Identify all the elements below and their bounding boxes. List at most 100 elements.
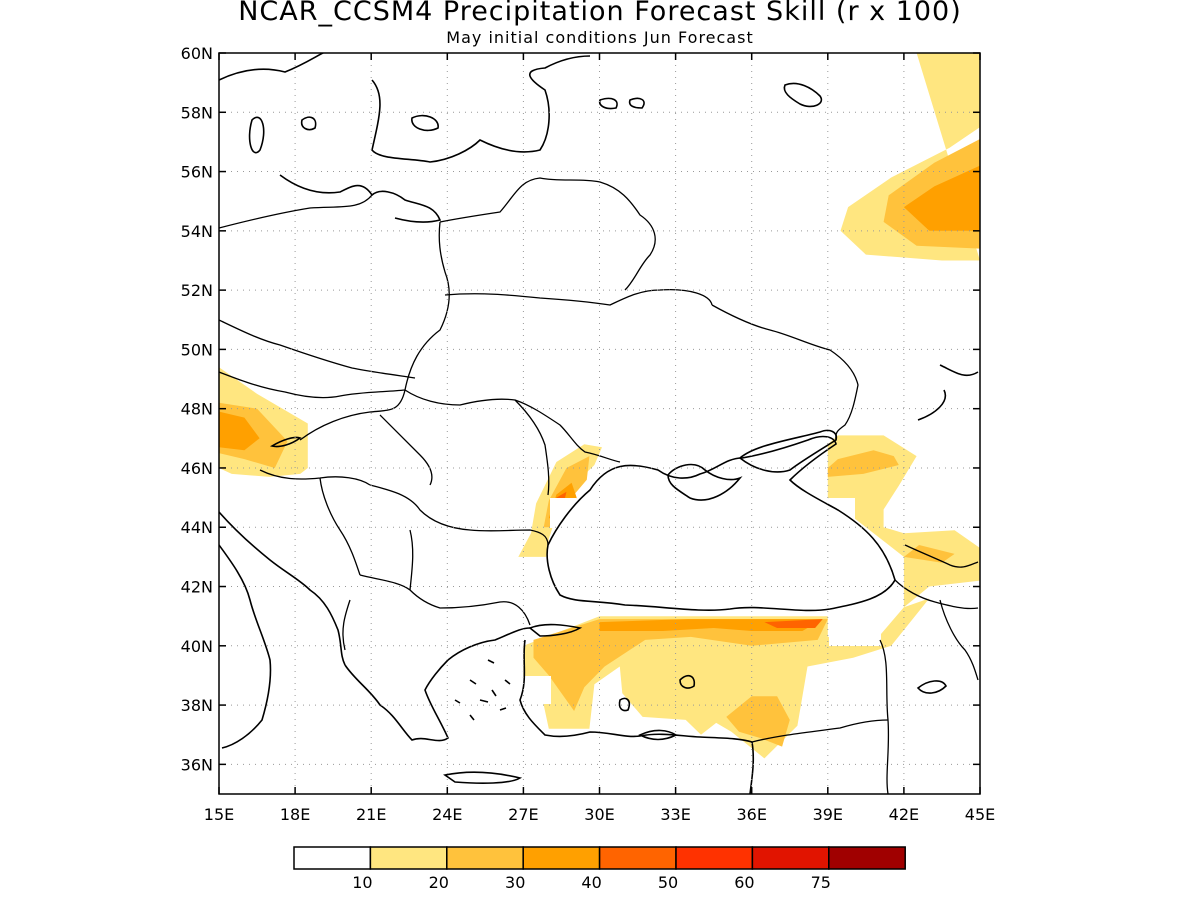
border-line — [439, 177, 656, 291]
colorbar-label: 50 — [658, 873, 678, 892]
greece-coastline — [344, 627, 531, 742]
colorbar-swatch — [751, 846, 830, 870]
aegean-islands — [454, 659, 511, 721]
italy-coastline — [219, 544, 272, 749]
border-line — [359, 574, 531, 626]
colorbar-label: 60 — [734, 873, 754, 892]
country-borders — [219, 177, 979, 794]
skill-shading-layer — [219, 53, 980, 759]
colorbar: 10 20 30 40 50 60 75 — [293, 846, 906, 892]
skill-region-georgia-caucasus — [827, 450, 899, 477]
border-line — [379, 414, 433, 486]
y-tick-label: 48N — [181, 400, 213, 419]
skill-region-turkey-north-west — [764, 619, 823, 628]
chart-title: NCAR_CCSM4 Precipitation Forecast Skill … — [238, 0, 962, 27]
y-tick-label: 46N — [181, 459, 213, 478]
border-line — [219, 319, 416, 379]
y-tick-label: 60N — [181, 44, 213, 63]
border-line — [299, 389, 406, 441]
x-tick-label: 24E — [432, 805, 462, 824]
lake-tuz-outline — [679, 674, 696, 689]
island-outline — [628, 97, 645, 109]
y-tick-label: 50N — [181, 340, 213, 359]
levant-coastline — [749, 741, 755, 794]
coastlines-and-borders — [219, 53, 979, 794]
lake-van-outline — [916, 680, 947, 694]
border-line — [879, 639, 890, 794]
border-line — [894, 579, 979, 610]
x-tick-label: 33E — [660, 805, 690, 824]
border-line — [219, 371, 406, 399]
x-tick-label: 21E — [356, 805, 386, 824]
crimea-coastline — [667, 463, 743, 501]
colorbar-swatch — [293, 846, 372, 870]
border-line — [404, 221, 450, 391]
lake-balaton-outline — [269, 436, 302, 448]
island-outline — [300, 116, 317, 131]
y-tick-label: 40N — [181, 637, 213, 656]
y-tick-label: 56N — [181, 163, 213, 182]
x-tick-label: 27E — [508, 805, 538, 824]
colorbar-swatch — [675, 846, 754, 870]
graticule — [219, 53, 980, 794]
colorbar-label: 40 — [581, 873, 601, 892]
black-sea-coastline — [546, 435, 896, 612]
colorbar-label: 30 — [505, 873, 525, 892]
baltic-coastline — [219, 53, 591, 223]
skill-region-georgia-caucasus — [903, 545, 955, 563]
lake-outline — [618, 697, 631, 712]
y-tick-label: 52N — [181, 281, 213, 300]
colorbar-swatch — [828, 846, 906, 870]
marmara-coastline — [528, 623, 583, 637]
colorbar-label: 20 — [429, 873, 449, 892]
x-tick-label: 42E — [889, 805, 919, 824]
axis-ticks: 15E 18E 21E 24E 27E 30E 33E 36E 39E 42E 45E 36N 38N 4… — [181, 44, 996, 824]
border-line — [219, 194, 373, 229]
lake-outline — [248, 116, 265, 154]
colorbar-label: 10 — [352, 873, 372, 892]
colorbar-swatch — [446, 846, 524, 870]
x-tick-label: 18E — [280, 805, 310, 824]
border-line — [444, 289, 713, 306]
chart-subtitle: May initial conditions Jun Forecast — [446, 28, 754, 47]
adriatic-coastline — [219, 511, 346, 666]
masked-cell — [829, 618, 881, 646]
y-tick-label: 58N — [181, 103, 213, 122]
cyprus-coastline — [638, 729, 678, 741]
border-line — [404, 389, 621, 463]
skill-region-russia-east — [903, 165, 980, 231]
x-tick-label: 30E — [584, 805, 614, 824]
x-tick-label: 36E — [736, 805, 766, 824]
y-tick-label: 44N — [181, 518, 213, 537]
border-line — [939, 599, 979, 681]
masked-cell — [550, 498, 576, 528]
colorbar-swatch — [522, 846, 601, 870]
caspian-coastline — [917, 364, 979, 421]
colorbar-label: 75 — [811, 873, 831, 892]
skill-region-turkey-south-east — [726, 696, 790, 747]
island-outline — [411, 114, 439, 132]
x-tick-label: 39E — [813, 805, 843, 824]
border-line — [369, 484, 549, 546]
y-tick-label: 38N — [181, 696, 213, 715]
skill-region-hungary-austria — [219, 411, 260, 451]
turkey-aegean-coastline — [519, 639, 753, 743]
masked-cell — [523, 676, 551, 704]
border-line — [711, 304, 859, 441]
colorbar-swatch — [369, 846, 448, 870]
border-line — [409, 529, 414, 591]
skill-region-turkey-north-west — [533, 619, 828, 711]
island-outline — [598, 97, 618, 110]
y-tick-label: 42N — [181, 578, 213, 597]
colorbar-swatch — [598, 846, 677, 870]
border-line — [319, 477, 361, 576]
border-line — [514, 399, 550, 496]
y-tick-label: 54N — [181, 222, 213, 241]
border-line — [342, 599, 351, 651]
skill-region-georgia-caucasus — [827, 435, 980, 608]
x-tick-label: 45E — [965, 805, 995, 824]
lake-onega-outline — [783, 82, 823, 108]
crete-coastline — [443, 771, 523, 784]
y-tick-label: 36N — [181, 755, 213, 774]
